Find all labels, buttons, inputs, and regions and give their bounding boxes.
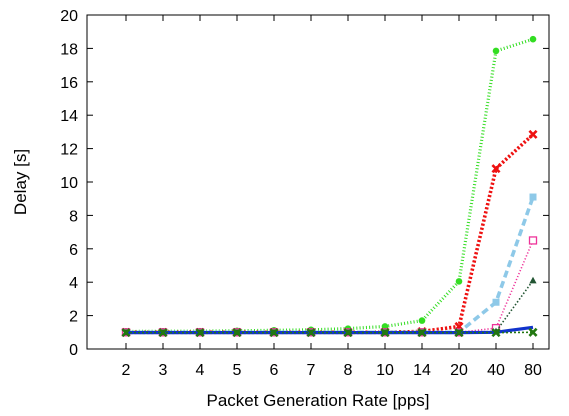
axes: 0 2 4 6 8 10 12 14 16 18 20 2 3 4 5 6 7 8 10 14 20 40 80 <box>60 8 549 379</box>
data-point <box>158 328 168 338</box>
series-7 <box>121 327 538 338</box>
x-tick-label: 2 <box>122 362 131 379</box>
data-point <box>454 328 464 338</box>
data-point <box>491 328 501 338</box>
data-point <box>528 236 538 245</box>
x-tick-label: 6 <box>270 362 279 379</box>
plot-marks <box>121 35 538 338</box>
series-line <box>126 133 535 335</box>
y-tick-label: 12 <box>60 142 78 159</box>
y-tick-label: 4 <box>69 275 78 292</box>
data-point <box>232 328 242 338</box>
data-point <box>492 47 500 55</box>
data-point <box>418 317 426 324</box>
x-tick-label: 10 <box>376 362 394 379</box>
x-tick-label: 8 <box>344 362 353 379</box>
x-tick-label: 40 <box>487 362 505 379</box>
data-point <box>528 327 538 337</box>
data-point <box>529 276 537 284</box>
plot-frame <box>86 14 550 350</box>
data-point <box>529 193 537 201</box>
x-tick-label: 3 <box>159 362 168 379</box>
y-tick-label: 2 <box>69 309 78 326</box>
x-tick-label: 7 <box>307 362 316 379</box>
y-tick-label: 0 <box>69 342 78 359</box>
x-tick-label: 20 <box>450 362 468 379</box>
data-point <box>492 298 500 306</box>
data-point <box>529 35 537 43</box>
x-tick-label: 4 <box>196 362 205 379</box>
x-tick-label: 80 <box>524 362 542 379</box>
data-point <box>380 328 390 338</box>
y-tick-label: 14 <box>60 108 78 125</box>
series-line <box>126 325 534 335</box>
x-tick-label: 14 <box>413 362 431 379</box>
series-line <box>126 240 534 334</box>
data-point <box>343 328 353 338</box>
y-axis-label: Delay [s] <box>11 149 30 215</box>
data-point <box>417 328 427 338</box>
data-point <box>306 328 316 338</box>
data-point <box>195 328 205 338</box>
series-3 <box>122 193 537 336</box>
series-6 <box>126 325 534 335</box>
series-2 <box>121 129 538 337</box>
y-tick-label: 6 <box>69 242 78 259</box>
x-axis-label: Packet Generation Rate [pps] <box>206 391 429 410</box>
y-tick-label: 10 <box>60 175 78 192</box>
y-tick-label: 16 <box>60 75 78 92</box>
data-point <box>121 328 131 338</box>
y-tick-label: 18 <box>60 41 78 58</box>
series-line <box>126 280 534 334</box>
data-point <box>455 278 463 285</box>
data-point <box>269 328 279 338</box>
y-tick-label: 20 <box>60 8 78 25</box>
data-point <box>381 323 389 330</box>
series-line <box>125 37 534 334</box>
series-5 <box>122 276 537 336</box>
series-1 <box>122 35 537 335</box>
data-point <box>491 164 501 174</box>
data-point <box>528 129 538 139</box>
y-tick-label: 8 <box>69 208 78 225</box>
x-tick-label: 5 <box>233 362 242 379</box>
